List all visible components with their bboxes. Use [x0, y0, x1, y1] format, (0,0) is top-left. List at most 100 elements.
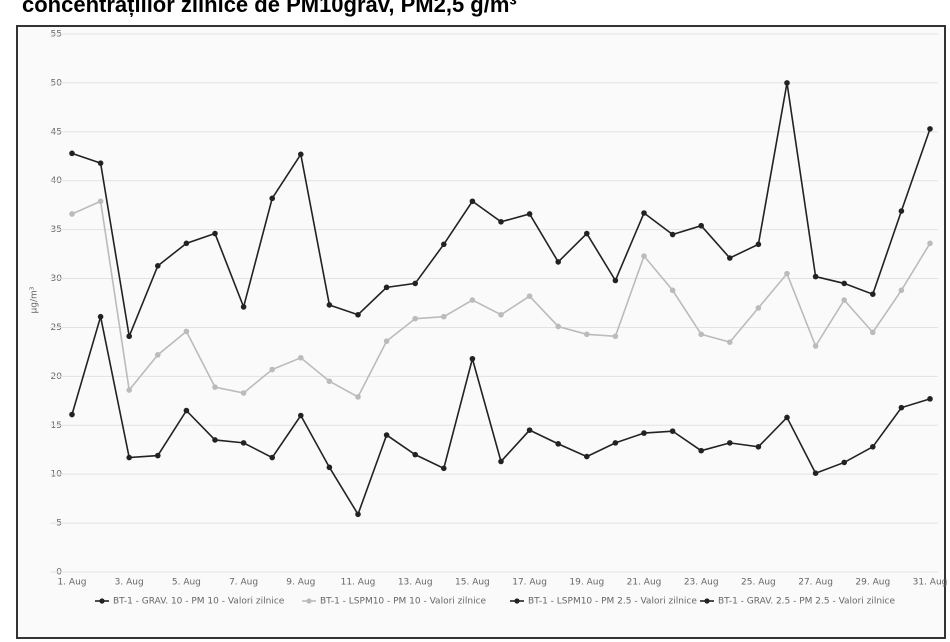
- data-point: [898, 208, 905, 214]
- legend-label: BT-1 - LSPM10 - PM 2.5 - Valori zilnice: [528, 597, 697, 607]
- data-point: [355, 394, 361, 400]
- x-tick-label: 25. Aug: [741, 578, 776, 588]
- data-point: [183, 328, 190, 335]
- data-point: [212, 437, 218, 443]
- data-point: [355, 311, 361, 318]
- data-point: [183, 240, 190, 247]
- data-point: [355, 511, 361, 518]
- legend-marker: [704, 598, 710, 604]
- data-point: [755, 241, 762, 248]
- data-point: [669, 428, 676, 434]
- data-point: [212, 230, 218, 237]
- legend-label: BT-1 - GRAV. 2.5 - PM 2.5 - Valori zilni…: [718, 597, 895, 607]
- data-point: [469, 355, 476, 362]
- data-point: [526, 293, 533, 299]
- data-point: [526, 427, 533, 433]
- data-point: [269, 366, 276, 373]
- data-point: [698, 222, 704, 229]
- data-point: [126, 333, 132, 340]
- data-point: [383, 432, 390, 438]
- data-point: [727, 440, 733, 446]
- legend-marker: [306, 598, 312, 604]
- data-point: [870, 291, 876, 297]
- data-point: [612, 440, 619, 446]
- data-point: [383, 338, 390, 344]
- x-tick-label: 29. Aug: [855, 578, 890, 588]
- data-point: [841, 459, 847, 466]
- data-point: [841, 280, 847, 287]
- legend-label: BT-1 - GRAV. 10 - PM 10 - Valori zilnice: [113, 597, 285, 607]
- data-point: [155, 263, 161, 269]
- data-point: [755, 305, 762, 311]
- legend-label: BT-1 - LSPM10 - PM 10 - Valori zilnice: [320, 597, 487, 607]
- data-point: [812, 273, 819, 280]
- data-point: [641, 210, 647, 216]
- data-point: [126, 454, 132, 461]
- data-point: [612, 277, 619, 284]
- data-point: [441, 313, 447, 320]
- data-point: [641, 430, 647, 436]
- data-point: [698, 331, 704, 338]
- data-point: [97, 198, 104, 205]
- data-point: [784, 414, 790, 421]
- data-point: [412, 315, 419, 322]
- x-tick-label: 7. Aug: [229, 578, 258, 588]
- data-point: [898, 404, 905, 411]
- data-point: [612, 333, 619, 340]
- chart-title: concentrațiilor zilnice de PM10grav, PM2…: [22, 0, 517, 17]
- data-point: [126, 387, 132, 393]
- data-point: [326, 302, 333, 308]
- data-point: [240, 390, 247, 396]
- data-point: [812, 343, 819, 349]
- data-point: [669, 231, 676, 238]
- data-point: [212, 384, 218, 390]
- x-tick-label: 11. Aug: [341, 578, 376, 588]
- data-point: [183, 407, 190, 414]
- data-point: [326, 378, 333, 385]
- x-tick-label: 17. Aug: [512, 578, 547, 588]
- data-point: [97, 160, 104, 166]
- data-point: [555, 259, 561, 265]
- data-point: [412, 451, 419, 458]
- x-tick-label: 5. Aug: [172, 578, 201, 588]
- data-point: [412, 280, 419, 287]
- data-point: [841, 297, 847, 303]
- data-point: [69, 150, 75, 157]
- data-point: [298, 151, 304, 158]
- x-tick-label: 15. Aug: [455, 578, 490, 588]
- legend-marker: [514, 598, 520, 604]
- x-tick-label: 27. Aug: [798, 578, 833, 588]
- data-point: [784, 80, 790, 86]
- data-point: [469, 198, 476, 205]
- data-point: [469, 297, 476, 303]
- data-point: [69, 211, 75, 217]
- data-point: [97, 313, 104, 320]
- data-point: [584, 453, 590, 460]
- data-point: [755, 443, 762, 450]
- x-tick-label: 9. Aug: [286, 578, 315, 588]
- data-point: [669, 287, 676, 294]
- data-point: [269, 195, 276, 202]
- legend-marker: [99, 598, 105, 604]
- x-tick-label: 1. Aug: [57, 578, 86, 588]
- data-point: [441, 465, 447, 472]
- x-tick-label: 19. Aug: [569, 578, 604, 588]
- data-point: [298, 354, 304, 361]
- data-point: [870, 329, 876, 336]
- data-point: [240, 304, 247, 310]
- data-point: [584, 230, 590, 237]
- data-point: [441, 241, 447, 248]
- data-point: [69, 411, 75, 418]
- data-point: [326, 464, 333, 471]
- data-point: [155, 452, 161, 459]
- data-point: [383, 284, 390, 291]
- data-point: [498, 311, 504, 318]
- data-point: [555, 441, 561, 447]
- data-point: [727, 255, 733, 261]
- data-point: [155, 352, 161, 358]
- chart-frame: [16, 25, 946, 639]
- data-point: [927, 240, 933, 247]
- data-point: [298, 412, 304, 419]
